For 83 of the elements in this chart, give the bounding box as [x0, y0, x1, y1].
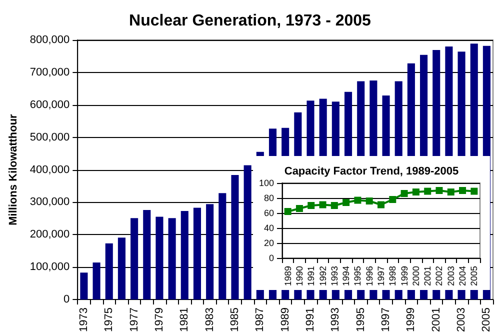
bar [105, 243, 113, 300]
x-tick-label: 2000 [410, 266, 421, 286]
x-tick-label: 2003 [456, 308, 468, 332]
point [470, 188, 478, 195]
point [378, 201, 384, 208]
bar [244, 165, 252, 300]
bar [118, 238, 126, 300]
chart-title: Capacity Factor Trend, 1989-2005 [284, 166, 459, 178]
x-tick-label: 2001 [422, 266, 433, 286]
x-tick-label: 1998 [388, 266, 398, 286]
point [447, 188, 454, 196]
x-tick-label: 1993 [329, 266, 340, 286]
x-tick-label: 1985 [228, 308, 241, 332]
x-tick-label: 1989 [282, 266, 293, 286]
point [284, 208, 292, 215]
point [342, 199, 350, 206]
point [389, 196, 396, 203]
y-tick-label: 40 [264, 223, 274, 233]
y-tick-label: 0 [268, 253, 274, 263]
y-tick-label: 80 [264, 193, 274, 203]
y-tick-label: 600,000 [30, 98, 70, 111]
x-tick-label: 1997 [376, 266, 386, 286]
x-tick-label: 1991 [306, 266, 316, 286]
x-tick-label: 2003 [446, 266, 456, 286]
x-tick-label: 2004 [458, 266, 468, 286]
x-tick-label: 2002 [434, 266, 444, 286]
point [308, 202, 315, 209]
x-tick-label: 1977 [128, 308, 140, 332]
bar [206, 204, 214, 300]
x-tick-label: 2005 [480, 308, 493, 332]
x-tick-label: 1990 [294, 266, 304, 286]
x-tick-label: 1996 [364, 266, 374, 286]
x-tick-label: 1993 [330, 308, 342, 332]
x-tick-label: 1983 [204, 308, 216, 332]
y-tick-label: 200,000 [30, 228, 70, 241]
bar [180, 210, 188, 300]
x-tick-label: 2005 [469, 266, 480, 286]
bar [218, 193, 226, 300]
bar [193, 208, 202, 300]
y-tick-label: 400,000 [30, 164, 70, 176]
x-tick-label: 1981 [178, 308, 191, 332]
x-tick-label: 1979 [153, 308, 166, 332]
x-tick-label: 1994 [341, 266, 352, 286]
x-tick-label: 1997 [380, 308, 392, 332]
y-tick-label: 800,000 [30, 34, 70, 46]
x-tick-label: 1992 [318, 266, 328, 286]
x-tick-label: 1989 [279, 308, 292, 332]
point [354, 196, 362, 204]
y-tick-label: 500,000 [30, 131, 70, 144]
x-tick-label: 1991 [304, 308, 317, 332]
point [436, 187, 443, 194]
bar [156, 216, 164, 300]
x-tick-label: 1995 [354, 308, 367, 332]
y-tick-label: 100,000 [30, 261, 70, 274]
y-tick-label: 700,000 [30, 66, 70, 78]
y-axis-title: Millions Kilowatthour [8, 113, 20, 226]
point [424, 188, 432, 195]
chart-title: Nuclear Generation, 1973 - 2005 [129, 12, 372, 30]
y-tick-label: 0 [64, 294, 70, 306]
bar [92, 262, 100, 300]
point [400, 190, 408, 197]
bar [168, 218, 176, 300]
x-tick-label: 2001 [430, 308, 442, 332]
y-tick-label: 20 [264, 238, 274, 248]
y-tick-label: 60 [264, 208, 274, 218]
bar [231, 174, 239, 300]
point [296, 205, 303, 212]
bar [143, 210, 151, 300]
x-tick-label: 1987 [254, 308, 266, 332]
x-tick-label: 1999 [399, 266, 410, 286]
x-tick-label: 1995 [352, 266, 363, 286]
point [330, 202, 338, 209]
y-tick-label: 100 [258, 178, 274, 188]
point [459, 187, 466, 194]
point [412, 188, 420, 196]
x-tick-label: 1999 [405, 308, 418, 332]
bar [80, 272, 88, 300]
x-tick-label: 1975 [103, 308, 116, 332]
y-tick-label: 300,000 [30, 196, 70, 208]
point [366, 198, 373, 204]
point [319, 201, 326, 208]
bar [130, 218, 138, 300]
x-tick-label: 1973 [78, 308, 90, 332]
